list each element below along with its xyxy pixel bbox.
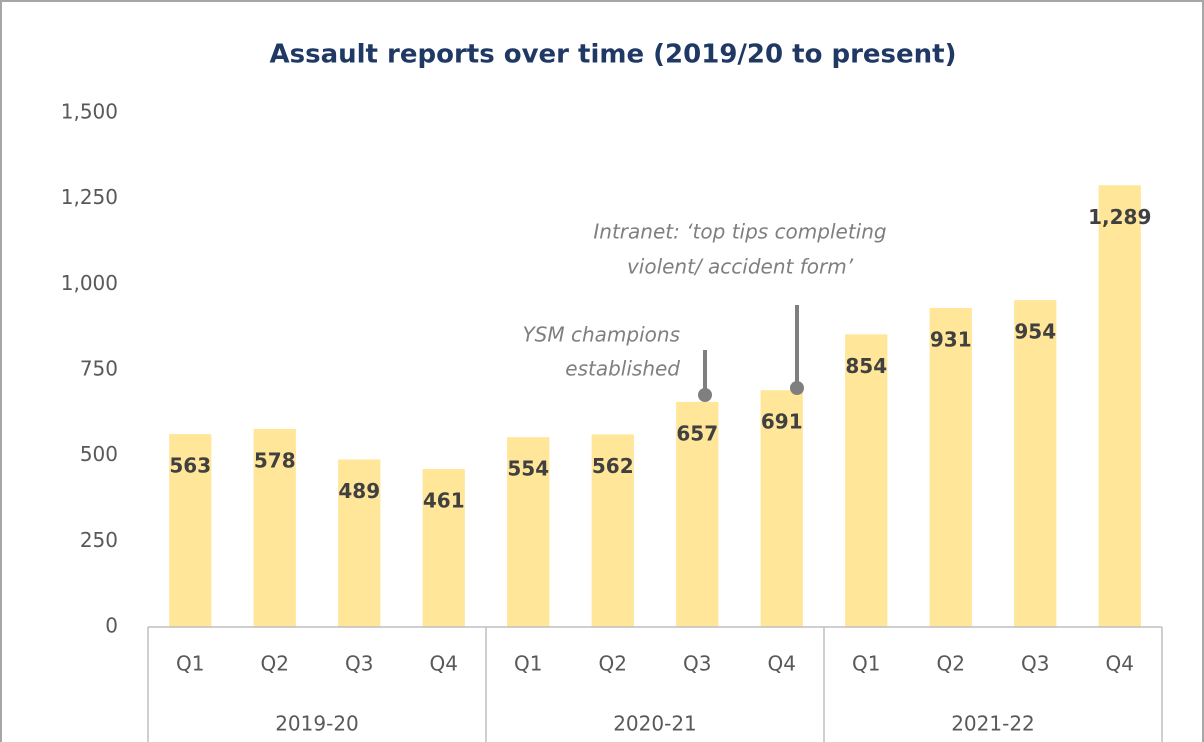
bar: [422, 469, 465, 627]
data-label: 657: [676, 421, 718, 445]
bar: [760, 390, 803, 627]
x-tick-label: Q2: [937, 652, 965, 676]
y-tick-label: 1,500: [61, 100, 118, 124]
y-tick-label: 250: [80, 528, 118, 552]
bar: [1098, 185, 1141, 627]
data-label: 562: [592, 454, 634, 478]
data-label: 954: [1014, 320, 1056, 344]
x-tick-label: Q3: [345, 652, 373, 676]
y-tick-label: 500: [80, 442, 118, 466]
x-tick-label: Q1: [514, 652, 542, 676]
group-label: 2020-21: [613, 712, 697, 736]
x-tick-label: Q1: [852, 652, 880, 676]
bar: [169, 434, 212, 627]
data-label: 691: [761, 410, 803, 434]
annotation-text: established: [565, 357, 680, 381]
x-tick-label: Q2: [599, 652, 627, 676]
annotation-text: violent/ accident form’: [627, 255, 854, 279]
bar: [507, 437, 550, 627]
x-tick-label: Q4: [1106, 652, 1134, 676]
bar: [676, 401, 719, 627]
y-tick-label: 1,000: [61, 271, 118, 295]
annotation-text: YSM champions: [522, 323, 680, 347]
data-label: 563: [169, 454, 211, 478]
bar: [929, 307, 972, 627]
bar: [591, 434, 634, 627]
data-label: 1,289: [1088, 205, 1151, 229]
group-label: 2019-20: [275, 712, 359, 736]
bar: [338, 459, 381, 627]
annotation-text: Intranet: ‘top tips completing: [593, 220, 886, 244]
y-tick-label: 1,250: [61, 185, 118, 209]
x-tick-label: Q3: [1021, 652, 1049, 676]
annotation-dot: [790, 381, 804, 395]
data-label: 489: [338, 479, 380, 503]
y-tick-label: 750: [80, 357, 118, 381]
x-tick-label: Q4: [430, 652, 458, 676]
data-label: 578: [254, 448, 296, 472]
annotation-dot: [698, 388, 712, 402]
data-label: 854: [845, 354, 887, 378]
x-tick-label: Q3: [683, 652, 711, 676]
x-tick-label: Q2: [261, 652, 289, 676]
data-label: 554: [507, 457, 549, 481]
data-label: 461: [423, 489, 465, 513]
y-tick-label: 0: [105, 614, 118, 638]
group-label: 2021-22: [951, 712, 1035, 736]
x-tick-label: Q1: [176, 652, 204, 676]
bar: [1014, 300, 1057, 627]
x-tick-label: Q4: [768, 652, 796, 676]
data-label: 931: [930, 327, 972, 351]
chart-title: Assault reports over time (2019/20 to pr…: [270, 40, 957, 70]
bar: [253, 428, 296, 627]
bar: [845, 334, 888, 627]
